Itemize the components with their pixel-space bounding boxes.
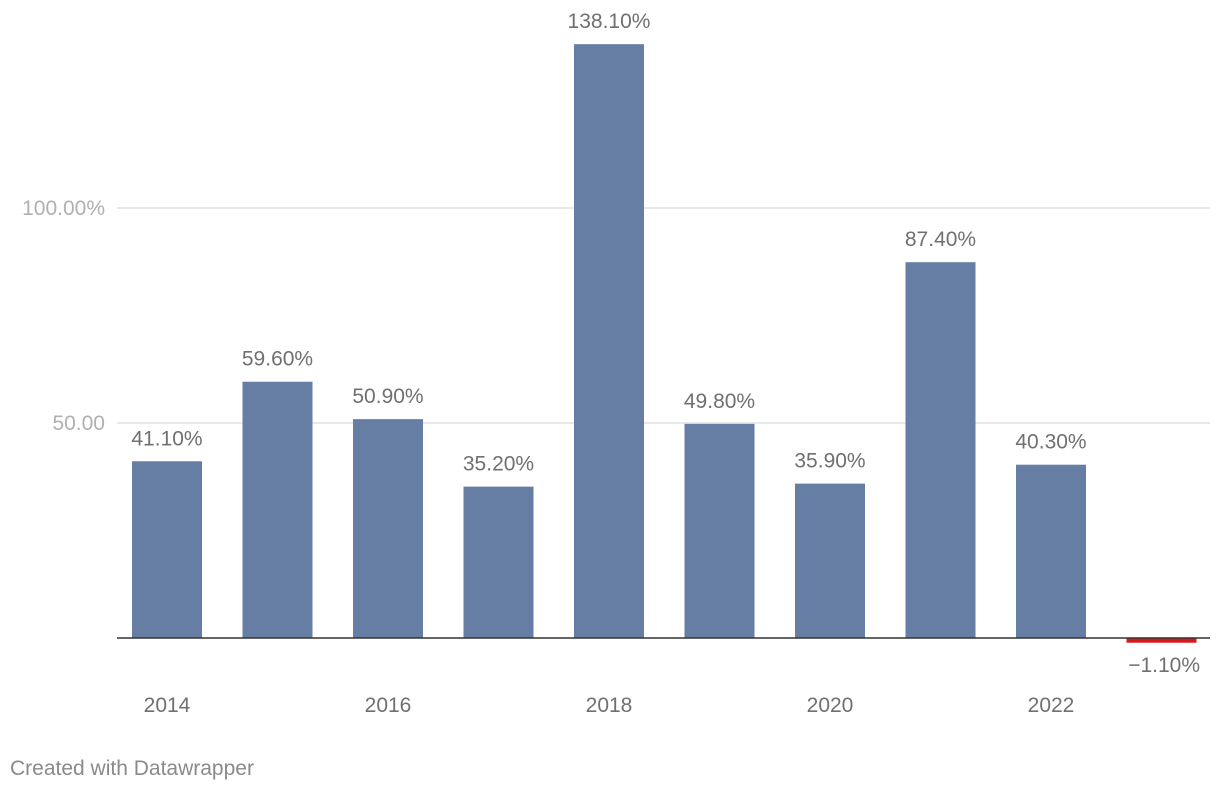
footer-credit: Created with Datawrapper bbox=[10, 757, 254, 780]
bar-2023 bbox=[1126, 638, 1197, 643]
bars bbox=[132, 44, 1197, 643]
data-label-2021: 87.40% bbox=[905, 228, 976, 251]
bar-2016 bbox=[353, 419, 423, 638]
bar-2020 bbox=[795, 483, 865, 638]
x-tick-label: 2014 bbox=[144, 694, 191, 717]
data-label-2022: 40.30% bbox=[1015, 431, 1086, 454]
data-label-2019: 49.80% bbox=[684, 390, 755, 413]
bar-2022 bbox=[1016, 464, 1086, 638]
data-label-2015: 59.60% bbox=[242, 348, 313, 371]
data-labels: 41.10% 59.60% 50.90% 35.20% 138.10% 49.80% 35.… bbox=[131, 10, 1200, 677]
y-tick-label: 100.00% bbox=[22, 197, 105, 220]
x-tick-label: 2016 bbox=[365, 694, 412, 717]
bar-2015 bbox=[242, 381, 313, 638]
data-label-2014: 41.10% bbox=[131, 427, 202, 450]
bar-2014 bbox=[132, 461, 202, 638]
y-tick-label: 50.00 bbox=[52, 412, 105, 435]
data-label-2017: 35.20% bbox=[463, 453, 534, 476]
bar-2018 bbox=[574, 44, 644, 639]
data-label-2018: 138.10% bbox=[568, 10, 651, 33]
bar-2019 bbox=[684, 423, 755, 638]
y-axis-tick-labels: 50.00 100.00% bbox=[22, 197, 105, 435]
bar-chart: 50.00 100.00% 41.10% 59.60% 50.90% 35.20% 138… bbox=[22, 10, 1210, 717]
x-tick-label: 2018 bbox=[586, 694, 633, 717]
data-label-2020: 35.90% bbox=[794, 450, 865, 473]
x-tick-label: 2022 bbox=[1028, 694, 1075, 717]
bar-2017 bbox=[463, 486, 534, 638]
bar-2021 bbox=[905, 262, 976, 638]
x-axis-tick-labels: 2014 2016 2018 2020 2022 bbox=[144, 694, 1075, 717]
data-label-2016: 50.90% bbox=[352, 385, 423, 408]
data-label-2023: −1.10% bbox=[1128, 654, 1200, 677]
x-tick-label: 2020 bbox=[807, 694, 854, 717]
